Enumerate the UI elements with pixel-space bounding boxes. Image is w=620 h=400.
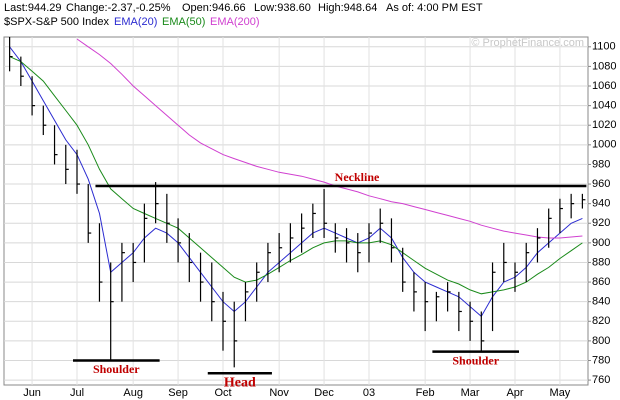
- y-tick-label: 860: [592, 276, 610, 288]
- y-tick-label: 1040: [592, 100, 616, 112]
- x-tick-label: Jun: [23, 387, 41, 399]
- watermark: © ProphetFinance.com: [471, 37, 584, 49]
- y-tick-label: 880: [592, 256, 610, 268]
- x-tick-label: May: [550, 387, 571, 399]
- y-tick-label: 920: [592, 217, 610, 229]
- x-tick-label: Dec: [314, 387, 334, 399]
- header-item: Last:944.29: [4, 2, 62, 14]
- y-tick-label: 760: [592, 374, 610, 386]
- header-item: As of: 4:00 PM EST: [386, 2, 483, 14]
- header-item: Open:946.66: [182, 2, 246, 14]
- y-tick-label: 840: [592, 296, 610, 308]
- y-tick-label: 940: [592, 198, 610, 210]
- legend-entry: EMA(20): [114, 16, 157, 28]
- header-item: Change:-2.37,-0.25%: [66, 2, 171, 14]
- y-tick-label: 820: [592, 315, 610, 327]
- header-item: High:948.64: [318, 2, 377, 14]
- y-tick-label: 960: [592, 178, 610, 190]
- y-tick-label: 1060: [592, 80, 616, 92]
- legend-entry: EMA(200): [210, 16, 260, 28]
- y-tick-label: 980: [592, 158, 610, 170]
- plot-area: [3, 36, 589, 386]
- legend-entry: EMA(50): [162, 16, 205, 28]
- y-tick-label: 1080: [592, 60, 616, 72]
- legend-entry: $SPX-S&P 500 Index: [4, 16, 109, 28]
- x-tick-label: Oct: [214, 387, 231, 399]
- pattern-label: Shoulder: [93, 362, 140, 376]
- x-tick-label: 03: [363, 387, 375, 399]
- y-tick-label: 1020: [592, 119, 616, 131]
- x-tick-label: Aug: [123, 387, 143, 399]
- x-tick-label: Feb: [416, 387, 435, 399]
- ema-line: [76, 38, 583, 239]
- x-tick-label: Jul: [70, 387, 84, 399]
- y-tick-label: 1100: [592, 41, 616, 53]
- x-tick-label: Sep: [168, 387, 188, 399]
- pattern-label: Shoulder: [452, 353, 499, 367]
- x-tick-label: Nov: [269, 387, 289, 399]
- y-tick-label: 800: [592, 335, 610, 347]
- pattern-label: Head: [224, 375, 256, 390]
- y-tick-label: 900: [592, 237, 610, 249]
- y-tick-label: 780: [592, 354, 610, 366]
- ema-line: [9, 56, 583, 295]
- x-tick-label: Mar: [461, 387, 480, 399]
- pattern-label: Neckline: [335, 170, 380, 184]
- x-tick-label: Apr: [506, 387, 523, 399]
- ema-line: [9, 46, 583, 318]
- y-tick-label: 1000: [592, 139, 616, 151]
- header-item: Low:938.60: [254, 2, 311, 14]
